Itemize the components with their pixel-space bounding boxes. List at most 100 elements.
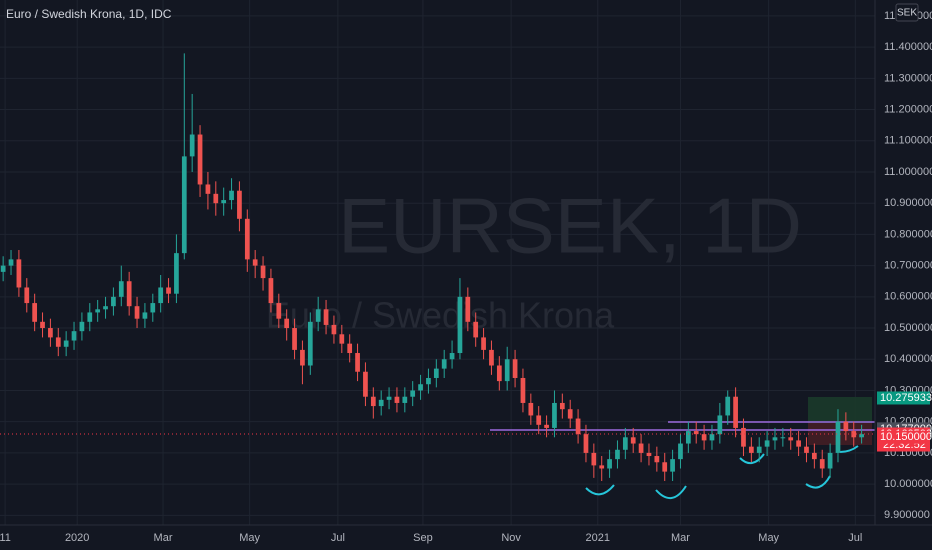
y-tick-label: 10.500000 — [884, 322, 932, 334]
candle-body — [339, 334, 345, 344]
candle-body — [583, 434, 589, 453]
watermark: EURSEK, 1D — [338, 182, 802, 270]
y-tick-label: 10.400000 — [884, 353, 932, 365]
grid — [0, 0, 875, 525]
candle-body — [615, 449, 620, 460]
candle-body — [512, 359, 518, 378]
x-tick-label: May — [239, 532, 260, 544]
candle-body — [811, 452, 817, 460]
candle-body — [622, 437, 628, 450]
candle-body — [685, 431, 691, 444]
arc — [585, 484, 615, 496]
x-tick-label: Jul — [331, 532, 345, 544]
candle-body — [788, 437, 794, 441]
y-tick-label: 11.300000 — [884, 72, 932, 84]
candle-body — [252, 259, 258, 266]
price-label: 10.275933 — [880, 392, 932, 404]
chart-title: Euro / Swedish Krona, 1D, IDC — [6, 7, 172, 21]
candle-body — [780, 437, 786, 439]
candle-body — [426, 377, 431, 385]
candle-body — [16, 259, 22, 288]
y-tick-label: 11.200000 — [884, 103, 932, 115]
candle-body — [237, 190, 242, 219]
currency-box — [895, 3, 919, 22]
candle-body — [134, 306, 140, 319]
candle-body — [32, 303, 38, 322]
candle-body — [504, 359, 510, 382]
long-position-target — [808, 397, 872, 423]
y-tick-label: 11.000000 — [884, 166, 932, 178]
candle-body — [646, 452, 652, 457]
y-tick-label: 10.800000 — [884, 228, 932, 240]
candle-body — [449, 353, 455, 360]
candle-body — [213, 193, 219, 204]
candle-body — [741, 427, 746, 447]
candle-body — [40, 321, 45, 329]
candle-body — [244, 218, 250, 260]
candle-body — [0, 265, 6, 272]
candle-body — [709, 434, 715, 441]
candle-body — [489, 349, 494, 366]
price-label-box — [877, 391, 930, 405]
candle-body — [284, 318, 290, 329]
candle-body — [552, 402, 557, 428]
candle-body — [48, 328, 53, 338]
candle-body — [111, 296, 116, 307]
arc — [805, 475, 831, 489]
candle-body — [307, 321, 313, 366]
currency: SEK — [897, 8, 917, 19]
candle-body — [394, 396, 400, 403]
candle-body — [591, 452, 597, 466]
candle-body — [670, 459, 675, 472]
y-tick-label: 10.600000 — [884, 291, 932, 303]
x-tick-label: 2020 — [65, 532, 89, 544]
candle-body — [433, 368, 439, 378]
candle-body — [79, 321, 85, 332]
candle-body — [559, 402, 565, 410]
candle-body — [796, 440, 801, 447]
candle-body — [465, 296, 471, 322]
candle-body — [804, 446, 809, 453]
candle-body — [827, 452, 833, 469]
x-tick-label: Mar — [671, 532, 690, 544]
arc — [739, 453, 765, 465]
candles — [0, 53, 864, 481]
candle-body — [402, 396, 408, 403]
candle-body — [8, 259, 14, 266]
candle-body — [205, 184, 211, 194]
candle-body — [189, 134, 195, 157]
price-label-box — [877, 430, 930, 444]
candle-body — [260, 265, 266, 279]
candle-body — [386, 396, 392, 400]
x-tick-label: 11 — [0, 532, 11, 544]
candle-body — [662, 462, 668, 472]
price-label: 10.150000 — [880, 431, 932, 443]
candle-body — [481, 337, 486, 350]
candle-body — [300, 349, 305, 366]
candle-body — [331, 324, 337, 335]
candle-body — [630, 437, 636, 444]
candle-body — [544, 424, 549, 428]
y-tick-label: 11.100000 — [884, 135, 932, 147]
time-axis — [0, 525, 932, 550]
x-tick-label: 2021 — [586, 532, 610, 544]
candle-body — [410, 390, 416, 397]
candle-body — [363, 371, 368, 397]
candle-body — [347, 343, 353, 354]
candle-body — [607, 459, 612, 469]
candle-body — [158, 287, 164, 304]
candle-body — [851, 431, 857, 438]
y-tick-label: 10.900000 — [884, 197, 932, 209]
candle-body — [496, 365, 502, 382]
candle-body — [520, 377, 526, 403]
candle-body — [150, 303, 156, 313]
candle-body — [323, 309, 329, 325]
candle-body — [733, 396, 738, 428]
candle-body — [166, 287, 171, 294]
axes: 9.90000010.00000010.10000010.20000010.30… — [0, 10, 932, 544]
candle-body — [457, 296, 463, 354]
candle-body — [859, 434, 864, 438]
y-tick-label: 10.000000 — [884, 478, 932, 490]
